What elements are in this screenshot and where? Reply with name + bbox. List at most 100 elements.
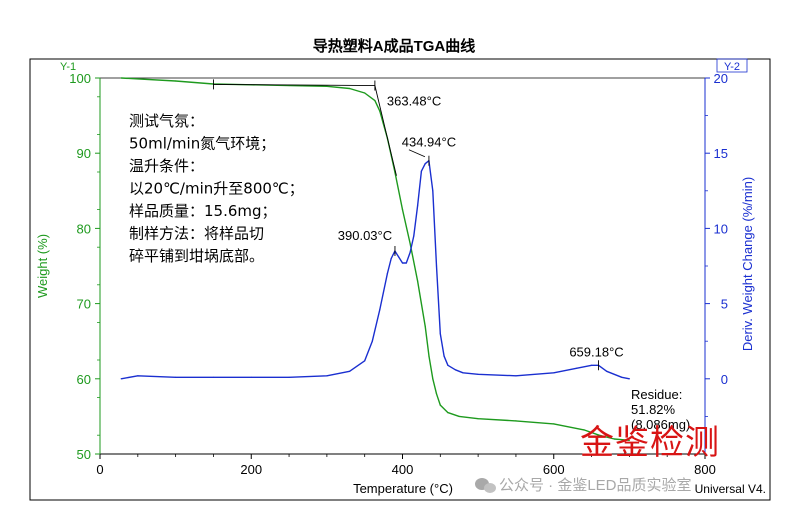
series-layer	[120, 77, 631, 441]
derivative-point	[409, 251, 411, 254]
weight-point	[175, 80, 177, 82]
footer-software: Universal V4.	[695, 482, 766, 496]
watermark-gray-text: 公众号 · 金鉴LED品质实验室	[499, 477, 692, 494]
weight-point	[364, 92, 366, 94]
derivative-point	[405, 262, 407, 264]
derivative-point	[386, 272, 388, 275]
derivative-point	[424, 163, 426, 165]
derivative-point	[454, 369, 456, 371]
condition-line: 样品质量：15.6mg；	[129, 202, 277, 220]
weight-point	[379, 110, 381, 112]
condition-line: 制样方法：将样品切	[129, 225, 264, 243]
weight-point	[477, 418, 479, 420]
derivative-point	[417, 205, 419, 207]
left-axis-tag: Y-1	[60, 61, 76, 73]
derivative-point	[591, 364, 593, 366]
y-left-tick-label: 90	[77, 146, 91, 161]
derivative-point	[398, 256, 400, 258]
weight-point	[439, 404, 441, 406]
weight-point	[409, 242, 411, 244]
y-left-axis-label: Weight (%)	[35, 234, 50, 298]
weight-point	[349, 87, 351, 90]
y-left-tick-label: 100	[69, 71, 91, 86]
derivative-point	[515, 375, 517, 377]
peak-label-leader	[408, 149, 426, 158]
condition-line: 50ml/min氮气环境；	[129, 135, 275, 153]
right-axis-tag: Y-2	[716, 58, 748, 73]
x-axis-label: Temperature (°C)	[353, 481, 453, 496]
y-left-tick-label: 80	[77, 221, 91, 236]
weight-point	[417, 280, 419, 282]
y-right-tick-label: 15	[714, 146, 728, 161]
residue-line: Residue:	[631, 387, 682, 402]
y-right-tick-label: 10	[714, 221, 728, 236]
derivative-point	[371, 340, 373, 342]
derivative-point	[349, 370, 351, 372]
condition-line: 测试气氛：	[129, 112, 204, 130]
weight-point	[447, 412, 449, 414]
weight-point	[628, 439, 631, 441]
derivative-point	[175, 376, 177, 378]
weight-point	[432, 378, 434, 380]
onset-baseline-tangent	[213, 83, 375, 86]
test-conditions: 测试气氛： 50ml/min氮气环境； 温升条件： 以20℃/min升至800℃； 样品…	[129, 112, 304, 265]
condition-line: 温升条件：	[129, 157, 204, 175]
derivative-point	[250, 376, 252, 378]
derivative-point	[390, 257, 392, 260]
x-tick-label: 400	[392, 462, 414, 477]
weight-point	[583, 429, 585, 431]
peak-label: 434.94°C	[402, 135, 456, 150]
weight-point	[428, 355, 430, 357]
weight-point	[326, 85, 328, 87]
weight-point	[424, 325, 426, 327]
watermark-gray: 公众号 · 金鉴LED品质实验室	[475, 477, 692, 494]
x-tick-label: 0	[96, 462, 103, 477]
derivative-point	[212, 376, 214, 378]
y-right-tick-label: 20	[714, 71, 728, 86]
weight-point	[515, 420, 517, 422]
derivative-point	[462, 372, 464, 374]
weight-point	[613, 438, 615, 440]
derivative-point	[447, 364, 449, 366]
right-axis-tag-text: Y-2	[724, 61, 740, 73]
peak-markers: 363.48°C 434.94°C 390.03°C 659.18°C	[338, 94, 624, 371]
derivative-point	[553, 372, 555, 374]
residue-annotation: Residue:51.82%(8.086mg)	[631, 387, 690, 432]
derivative-point	[628, 378, 631, 380]
outer-frame	[29, 58, 771, 501]
derivative-point	[379, 309, 381, 311]
condition-line: 以20℃/min升至800℃；	[129, 180, 304, 198]
chart-title: 导热塑料A成品TGA曲线	[313, 37, 476, 55]
weight-point	[374, 100, 376, 102]
derivative-point	[606, 370, 608, 372]
weight-point	[120, 77, 122, 79]
derivative-point	[364, 360, 366, 362]
derivative-point	[401, 262, 404, 264]
x-tick-label: 200	[240, 462, 262, 477]
derivative-point	[432, 190, 434, 192]
derivative-point	[288, 376, 290, 378]
weight-point	[435, 393, 438, 395]
weight-point	[458, 415, 460, 417]
weight-point	[598, 434, 600, 436]
onset-slope-tangent	[374, 85, 397, 176]
derivative-point	[420, 170, 422, 172]
derivative-point	[621, 376, 623, 378]
axis-ticks: 0 200 400 600 800 50 60 70 80 90 100 0 5 10 15 20	[69, 71, 728, 477]
derivative-point	[477, 373, 479, 375]
peak-label: 659.18°C	[569, 344, 623, 359]
residue-line: 51.82%	[631, 402, 676, 417]
residue-line: (8.086mg)	[631, 417, 690, 432]
derivative-point	[435, 265, 438, 267]
weight-point	[553, 423, 555, 425]
derivative-point	[326, 375, 328, 377]
y-left-tick-label: 70	[77, 297, 91, 312]
derivative-point	[439, 333, 441, 335]
y-left-tick-label: 50	[77, 447, 91, 462]
derivative-point	[575, 367, 578, 369]
derivative-point	[137, 375, 139, 377]
y-right-tick-label: 0	[721, 372, 728, 387]
derivative-point	[443, 355, 445, 357]
y-right-axis-label: Deriv. Weight Change (%/min)	[740, 177, 755, 351]
